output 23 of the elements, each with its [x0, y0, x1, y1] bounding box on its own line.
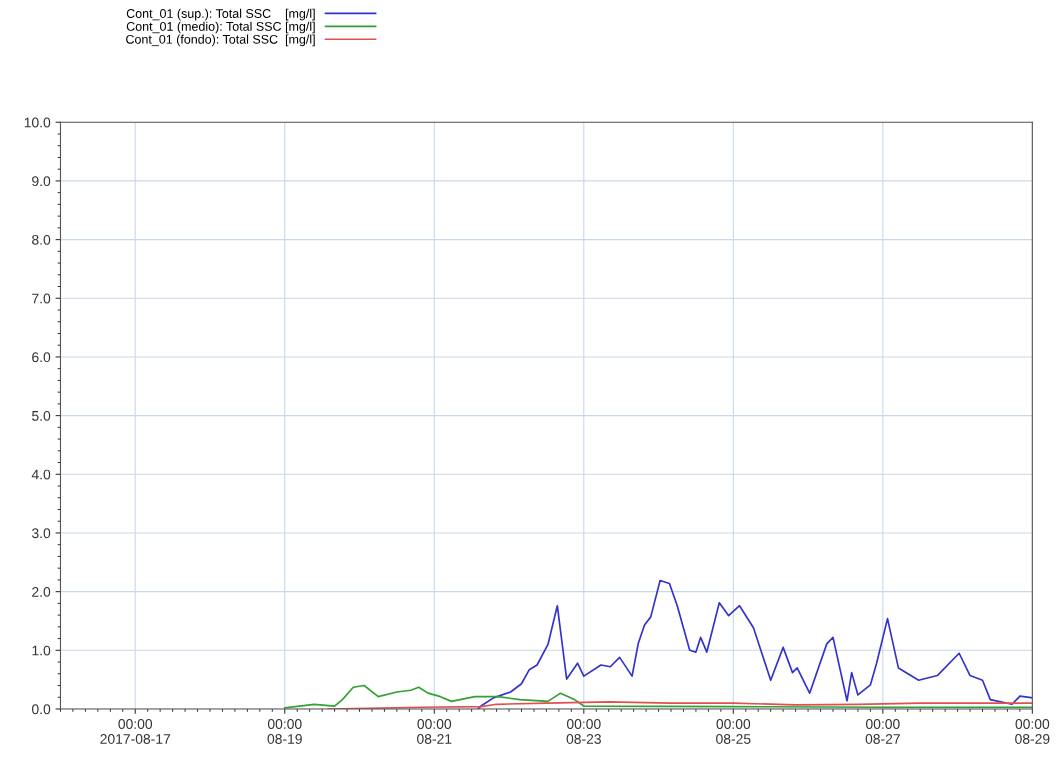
y-tick-label: 5.0 — [32, 410, 51, 421]
y-tick-label: 10.0 — [24, 117, 51, 128]
legend-label: Cont_01 (medio): Total SSC [mg/l] — [126, 21, 315, 34]
x-tick-label: 00:00 08-21 — [417, 719, 452, 744]
line-series — [477, 579, 1033, 709]
y-tick-label: 4.0 — [31, 469, 51, 480]
y-tick-label: 8.0 — [32, 234, 51, 245]
y-tick-label: 2.0 — [32, 586, 51, 597]
x-tick-label: 00:00 08-23 — [566, 719, 601, 744]
x-tick-label: 00:00 08-19 — [267, 719, 302, 744]
y-tick-label: 6.0 — [32, 352, 51, 363]
legend-label: Cont_01 (sup.): Total SSC [mg/l] — [126, 8, 315, 21]
y-tick-label: 0.0 — [31, 704, 51, 715]
y-tick-label: 3.0 — [31, 528, 51, 539]
line-series — [283, 684, 1033, 709]
x-tick-label: 00:00 08-27 — [865, 719, 900, 744]
y-tick-label: 1.0 — [32, 645, 51, 656]
x-tick-label: 00:00 2017-08-17 — [100, 719, 171, 744]
x-tick-label: 00:00 08-29 — [1015, 719, 1050, 744]
x-tick-label: 00:00 08-25 — [716, 719, 751, 744]
legend-label: Cont_01 (fondo): Total SSC [mg/l] — [126, 34, 315, 47]
y-tick-label: 9.0 — [32, 176, 51, 187]
y-tick-label: 7.0 — [32, 293, 51, 304]
